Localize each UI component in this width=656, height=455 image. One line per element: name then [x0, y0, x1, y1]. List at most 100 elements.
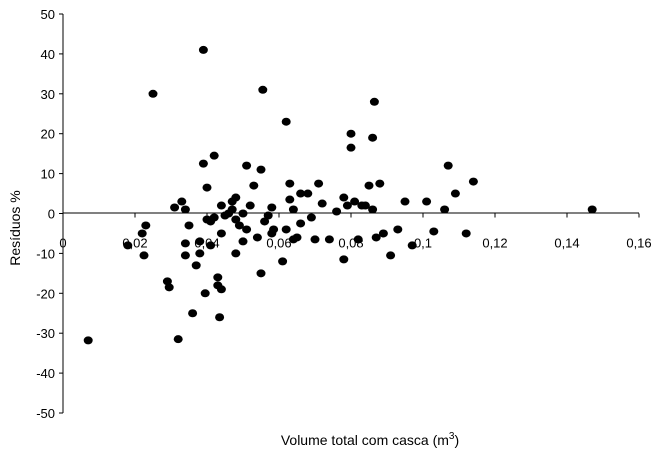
data-point: [278, 257, 288, 266]
data-point: [173, 335, 183, 344]
y-tick-label: -40: [36, 366, 55, 381]
data-point: [364, 181, 374, 190]
data-point: [285, 195, 295, 204]
data-point: [368, 133, 378, 142]
data-point: [256, 165, 266, 174]
data-point: [429, 227, 439, 236]
x-axis-title-end: ): [454, 432, 459, 448]
data-point: [148, 89, 158, 98]
data-point: [443, 161, 453, 170]
data-point: [332, 207, 342, 216]
data-point: [360, 201, 370, 210]
x-tick-label: 0: [59, 236, 66, 251]
data-point: [461, 229, 471, 238]
data-point: [368, 205, 378, 214]
x-axis: 0 0,02 0,04 0,06 0,08 0,1 0,12 0,14 0,16: [59, 212, 652, 251]
data-point: [587, 205, 597, 214]
x-tick-label: 0,06: [266, 236, 291, 251]
x-axis-title: Volume total com casca (m3): [281, 431, 459, 448]
x-tick-label: 0,14: [554, 236, 579, 251]
y-tick-label: -50: [36, 406, 55, 421]
x-tick-label: 0,12: [482, 236, 507, 251]
data-point: [198, 45, 208, 54]
data-point: [231, 249, 241, 258]
data-point: [422, 197, 432, 206]
x-axis-title-superscript: 3: [449, 431, 455, 442]
data-point: [285, 179, 295, 188]
data-point: [400, 197, 410, 206]
y-ticks: 50 40 30 20 10 0 -10 -20 -30 -40 -50: [36, 7, 63, 421]
x-axis-title-text: Volume total com casca (m: [281, 432, 449, 448]
data-point: [346, 129, 356, 138]
data-point: [170, 203, 180, 212]
data-point: [191, 261, 201, 270]
data-point: [346, 143, 356, 152]
data-point: [83, 336, 93, 345]
data-point: [206, 241, 216, 250]
data-point: [180, 251, 190, 260]
data-point: [209, 151, 219, 160]
data-point: [164, 283, 174, 292]
data-point: [141, 221, 151, 230]
data-point: [369, 97, 379, 106]
data-point: [198, 159, 208, 168]
data-point: [386, 251, 396, 260]
y-axis-title: Resíduos %: [7, 190, 23, 265]
data-point: [209, 213, 219, 222]
data-point: [256, 269, 266, 278]
data-point: [227, 205, 237, 214]
x-tick-label: 0,16: [626, 236, 651, 251]
data-point: [468, 177, 478, 186]
data-point: [371, 233, 381, 242]
data-point: [317, 199, 327, 208]
data-points: [83, 45, 597, 345]
data-point: [342, 201, 352, 210]
y-tick-label: 40: [41, 47, 55, 62]
data-point: [440, 205, 450, 214]
data-point: [202, 183, 212, 192]
data-point: [306, 213, 316, 222]
data-point: [137, 229, 147, 238]
data-point: [216, 285, 226, 294]
data-point: [292, 233, 302, 242]
y-axis: 50 40 30 20 10 0 -10 -20 -30 -40 -50: [36, 7, 64, 421]
y-tick-label: 30: [41, 87, 55, 102]
data-point: [296, 219, 306, 228]
data-point: [238, 209, 248, 218]
data-point: [213, 273, 223, 282]
data-point: [177, 197, 187, 206]
data-point: [281, 117, 291, 126]
data-point: [350, 197, 360, 206]
data-point: [200, 289, 210, 298]
data-point: [393, 225, 403, 234]
data-point: [215, 313, 225, 322]
data-point: [378, 229, 388, 238]
data-point: [375, 179, 385, 188]
data-point: [242, 225, 252, 234]
data-point: [231, 193, 241, 202]
data-point: [339, 255, 349, 264]
data-point: [450, 189, 460, 198]
data-point: [123, 241, 133, 250]
data-point: [314, 179, 324, 188]
data-point: [258, 85, 268, 94]
data-point: [188, 309, 198, 318]
x-tick-label: 0,1: [414, 236, 432, 251]
y-tick-label: -10: [36, 246, 55, 261]
data-point: [180, 239, 190, 248]
data-point: [216, 229, 226, 238]
data-point: [288, 205, 298, 214]
data-point: [267, 203, 277, 212]
data-point: [162, 277, 172, 286]
y-tick-label: 20: [41, 127, 55, 142]
y-tick-label: 10: [41, 167, 55, 182]
y-tick-label: -20: [36, 286, 55, 301]
data-point: [310, 235, 320, 244]
data-point: [296, 189, 306, 198]
y-tick-label: -30: [36, 326, 55, 341]
data-point: [303, 189, 313, 198]
data-point: [252, 233, 262, 242]
x-ticks: 0 0,02 0,04 0,06 0,08 0,1 0,12 0,14 0,16: [59, 213, 652, 251]
data-point: [195, 237, 205, 246]
